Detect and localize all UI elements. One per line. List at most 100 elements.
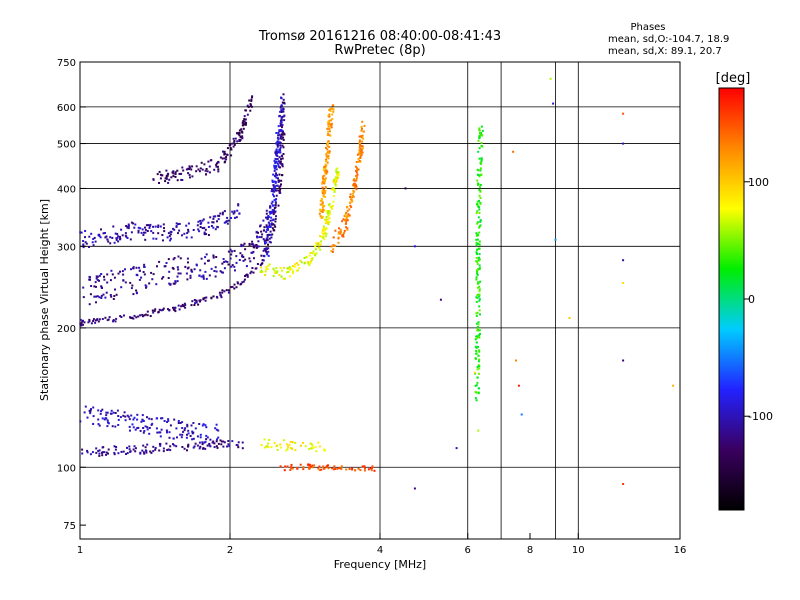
data-point (346, 205, 349, 208)
data-point (241, 254, 244, 257)
data-point (277, 160, 280, 163)
data-point (266, 268, 269, 270)
data-point (279, 137, 282, 140)
data-point (244, 118, 247, 121)
data-point (275, 142, 278, 145)
data-point (276, 152, 278, 155)
data-point (279, 142, 282, 145)
data-point (300, 261, 303, 264)
data-point (223, 153, 226, 156)
data-point (311, 252, 314, 255)
data-point (282, 136, 285, 139)
data-point (323, 467, 326, 470)
data-point (143, 314, 146, 317)
data-point (124, 234, 127, 237)
data-point (265, 251, 268, 254)
data-point (480, 159, 483, 162)
data-point (350, 206, 353, 209)
data-point (351, 467, 354, 470)
data-point (154, 447, 157, 449)
data-point (88, 278, 91, 281)
data-point (294, 441, 297, 444)
data-point (175, 427, 178, 430)
data-point (284, 277, 286, 280)
data-point (324, 222, 327, 224)
data-point (214, 275, 217, 278)
data-point (217, 436, 220, 439)
data-point (166, 431, 168, 434)
data-point (100, 297, 103, 299)
data-point (339, 467, 342, 470)
data-point (316, 243, 319, 246)
data-point (120, 228, 123, 231)
data-point (321, 210, 324, 213)
data-point (344, 222, 347, 225)
data-point (207, 259, 210, 262)
data-point (481, 134, 484, 137)
data-point (256, 263, 259, 265)
data-point (271, 187, 274, 190)
data-point (322, 228, 324, 231)
data-point (115, 293, 118, 296)
data-point (241, 124, 244, 127)
data-point (309, 261, 312, 264)
data-point (113, 276, 116, 279)
data-point (308, 264, 311, 267)
data-point (340, 468, 343, 470)
data-point (273, 169, 276, 172)
data-point (85, 242, 88, 245)
data-point (209, 438, 212, 441)
data-point (311, 466, 314, 469)
data-point (476, 335, 479, 338)
data-point (371, 467, 373, 469)
data-point (292, 272, 294, 275)
data-point (275, 172, 277, 175)
data-point (275, 132, 278, 134)
data-point (476, 173, 479, 176)
data-point (95, 451, 98, 454)
y-tick-label: 75 (63, 521, 76, 532)
data-point (145, 451, 148, 454)
data-point (324, 171, 327, 174)
data-point (266, 238, 269, 241)
data-point (222, 440, 225, 443)
data-point (346, 227, 349, 230)
data-point (325, 187, 327, 189)
data-point (332, 110, 335, 113)
data-point (190, 270, 193, 273)
data-point (305, 255, 308, 258)
data-point (275, 194, 278, 197)
data-point (299, 444, 302, 447)
data-point (273, 166, 276, 169)
data-point (328, 145, 331, 148)
data-point (346, 219, 349, 222)
data-point (145, 286, 147, 289)
data-point (324, 191, 327, 194)
data-point (202, 447, 205, 450)
data-point (308, 466, 311, 469)
data-point (359, 154, 362, 157)
data-point (127, 223, 130, 226)
data-point (360, 145, 363, 148)
data-point (163, 230, 166, 233)
data-point (280, 111, 283, 113)
data-point (182, 430, 185, 433)
data-point (158, 182, 160, 184)
data-point (325, 216, 328, 219)
data-point (159, 225, 162, 228)
data-point (277, 164, 280, 167)
data-point (357, 160, 360, 163)
data-point (143, 266, 146, 268)
data-point (279, 151, 282, 154)
data-point (360, 136, 363, 139)
y-tick-label: 750 (57, 58, 76, 69)
data-point (186, 425, 189, 428)
data-point (191, 300, 194, 303)
data-point (475, 312, 478, 315)
data-point (274, 218, 277, 220)
data-point (474, 338, 477, 341)
data-point (345, 226, 347, 229)
data-point (139, 429, 142, 432)
data-point (130, 414, 133, 417)
data-point (327, 130, 330, 133)
